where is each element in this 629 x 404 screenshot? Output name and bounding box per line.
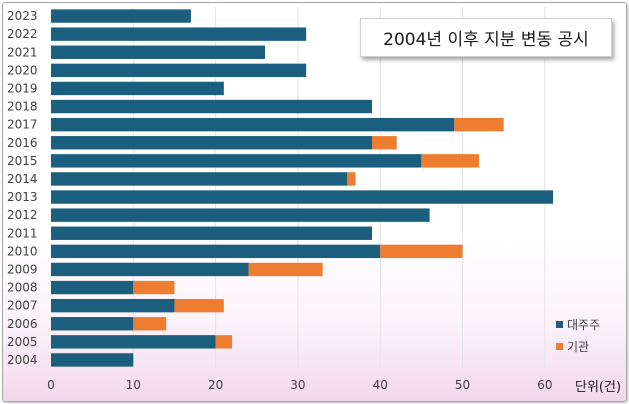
bar-institution xyxy=(347,172,356,186)
y-tick-label: 2013 xyxy=(7,190,38,204)
y-tick-label: 2023 xyxy=(7,9,38,23)
y-tick-label: 2005 xyxy=(7,335,38,349)
bar-major-shareholder xyxy=(51,154,422,168)
bar-major-shareholder xyxy=(51,280,134,295)
y-tick-label: 2011 xyxy=(7,226,38,240)
legend-swatch xyxy=(556,343,563,350)
y-tick-label: 2008 xyxy=(7,281,38,295)
y-tick-label: 2020 xyxy=(7,63,38,77)
y-tick-label: 2009 xyxy=(7,262,38,276)
y-tick-label: 2018 xyxy=(7,100,38,114)
bar-major-shareholder xyxy=(51,136,372,150)
y-tick-label: 2016 xyxy=(7,136,38,150)
bar-major-shareholder xyxy=(51,298,175,313)
bar-major-shareholder xyxy=(51,335,216,349)
bar-institution xyxy=(133,317,167,331)
chart-plot: 2023 2022 2021 2020 2019 2018 2017 2016 2015 2014… xyxy=(7,7,554,392)
legend-label: 기관 xyxy=(567,340,590,354)
y-tick-label: 2014 xyxy=(7,172,38,186)
bar-institution xyxy=(133,280,175,295)
bar-major-shareholder xyxy=(51,262,249,277)
y-tick-label: 2019 xyxy=(7,81,38,95)
bar-major-shareholder xyxy=(51,244,381,259)
bar-major-shareholder xyxy=(51,99,372,114)
bar-major-shareholder xyxy=(51,27,307,41)
bar-major-shareholder xyxy=(51,63,307,78)
y-tick-label: 2017 xyxy=(7,118,38,132)
x-tick-label: 10 xyxy=(126,378,141,392)
bar-institution xyxy=(454,117,504,132)
bar-major-shareholder xyxy=(51,81,224,96)
x-tick-label: 60 xyxy=(537,378,552,392)
legend-item-institution: 기관 xyxy=(556,338,589,355)
bar-institution xyxy=(380,244,463,259)
legend-swatch xyxy=(556,321,563,328)
bar-major-shareholder xyxy=(51,353,134,367)
y-tick-label: 2012 xyxy=(7,208,38,222)
x-tick-label: 0 xyxy=(47,378,55,392)
legend-item-major-shareholder: 대주주 xyxy=(556,316,600,333)
y-tick-label: 2006 xyxy=(7,317,38,331)
bar-institution xyxy=(174,298,224,313)
unit-label: 단위(건) xyxy=(575,380,622,395)
bar-major-shareholder xyxy=(51,9,191,23)
bar-major-shareholder xyxy=(51,208,430,222)
bar-major-shareholder xyxy=(51,226,372,240)
bar-major-shareholder xyxy=(51,317,134,331)
y-tick-label: 2007 xyxy=(7,299,38,313)
y-tick-label: 2021 xyxy=(7,45,38,59)
x-tick-label: 40 xyxy=(373,378,388,392)
bar-major-shareholder xyxy=(51,172,348,186)
chart-title: 2004년 이후 지분 변동 공시 xyxy=(360,18,612,57)
legend-label: 대주주 xyxy=(567,318,601,332)
y-tick-label: 2010 xyxy=(7,244,38,258)
bar-major-shareholder xyxy=(51,45,265,59)
bar-institution xyxy=(248,262,323,277)
y-tick-label: 2022 xyxy=(7,27,38,41)
bar-institution xyxy=(372,136,397,150)
bar-institution xyxy=(421,154,479,168)
x-tick-label: 50 xyxy=(455,378,470,392)
bar-major-shareholder xyxy=(51,117,455,132)
bar-institution xyxy=(215,335,233,349)
y-tick-label: 2004 xyxy=(7,353,38,367)
x-tick-label: 30 xyxy=(290,378,305,392)
x-tick-label: 20 xyxy=(208,378,223,392)
y-tick-label: 2015 xyxy=(7,154,38,168)
bar-major-shareholder xyxy=(51,190,554,204)
